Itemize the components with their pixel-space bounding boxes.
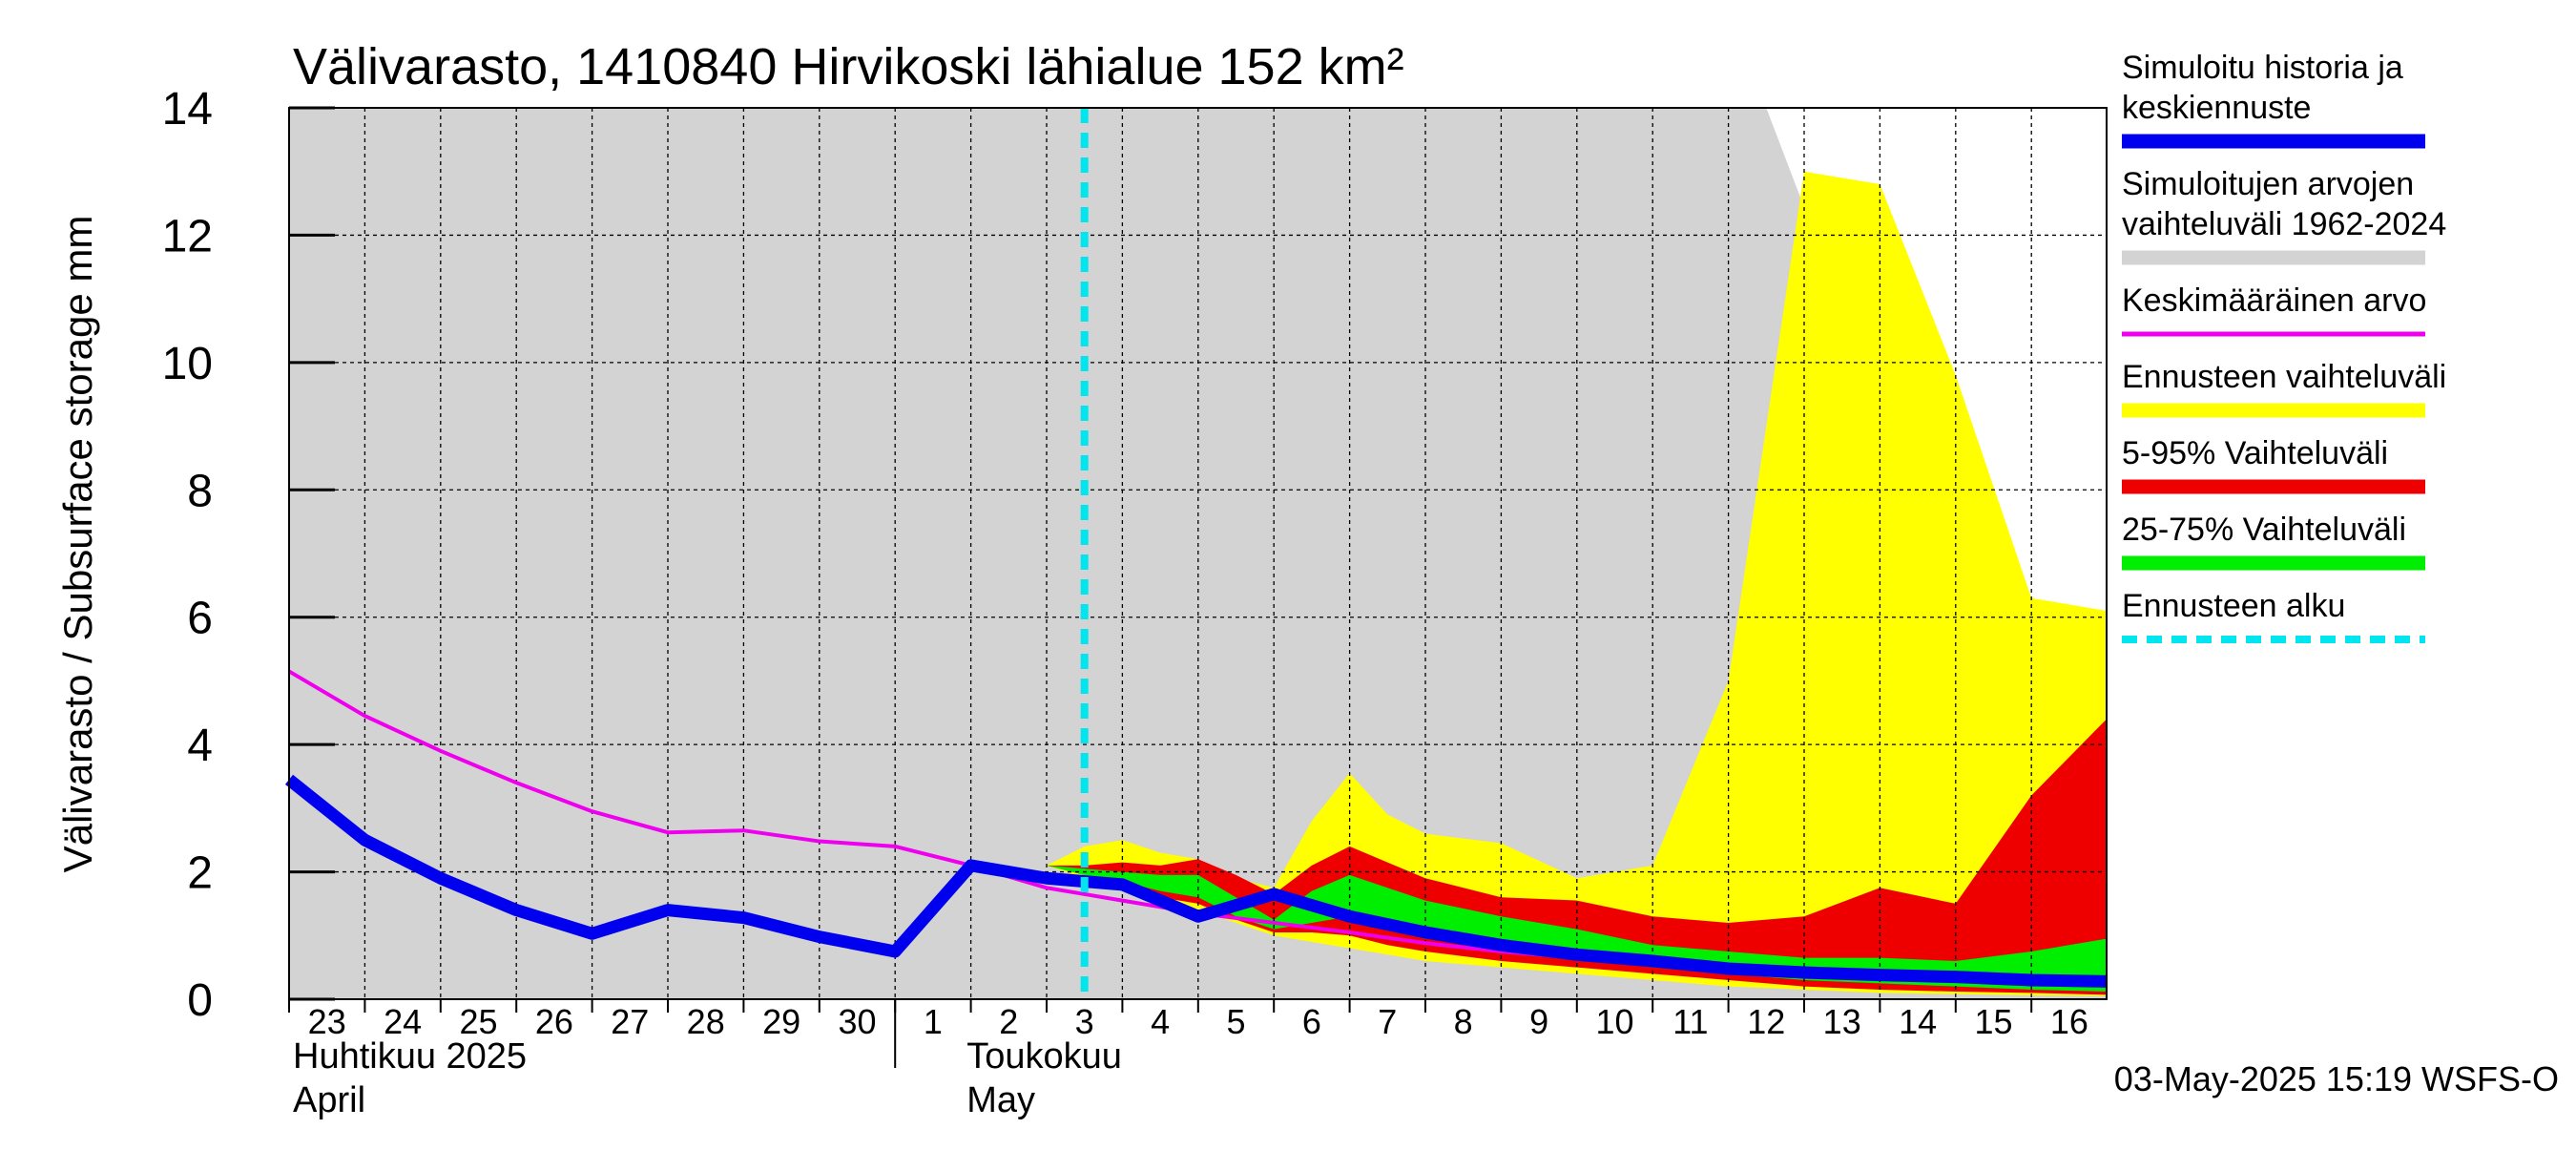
legend: Simuloitu historia ja keskiennuste Simuloi… bbox=[2122, 50, 2446, 643]
x-tick-label: 13 bbox=[1823, 1002, 1861, 1041]
p25-75-band bbox=[1047, 865, 2107, 992]
x-tick-label: 23 bbox=[308, 1002, 346, 1041]
legend-label: Keskimääräinen arvo bbox=[2122, 282, 2426, 319]
x-tick-label: 15 bbox=[1974, 1002, 2012, 1041]
y-tick-label: 12 bbox=[162, 211, 213, 261]
y-axis-label: Välivarasto / Subsurface storage mm bbox=[55, 216, 100, 873]
legend-label: 25-75% Vaihteluväli bbox=[2122, 512, 2406, 548]
y-tick-label: 8 bbox=[187, 466, 213, 516]
y-tick-label: 6 bbox=[187, 594, 213, 644]
x-tick-label: 30 bbox=[838, 1002, 876, 1041]
simulated-median-line bbox=[284, 774, 2108, 988]
x-tick-label: 6 bbox=[1302, 1002, 1321, 1041]
x-tick-label: 7 bbox=[1378, 1002, 1397, 1041]
legend-label: Simuloitujen arvojen bbox=[2122, 166, 2414, 202]
y-tick-label: 0 bbox=[187, 975, 213, 1026]
timestamp: 03-May-2025 15:19 WSFS-O bbox=[2114, 1059, 2559, 1098]
legend-label: Ennusteen vaihteluväli bbox=[2122, 359, 2446, 395]
x-tick-label: 11 bbox=[1672, 1002, 1708, 1041]
x-tick-label: 26 bbox=[535, 1002, 573, 1041]
x-tick-label: 16 bbox=[2050, 1002, 2088, 1041]
x-tick-label: 12 bbox=[1747, 1002, 1785, 1041]
legend-label: Simuloitu historia ja bbox=[2122, 50, 2403, 86]
x-tick-label: 25 bbox=[459, 1002, 497, 1041]
legend-label: 5-95% Vaihteluväli bbox=[2122, 435, 2388, 471]
x-tick-label: 10 bbox=[1595, 1002, 1633, 1041]
plot-area bbox=[284, 107, 2108, 1000]
y-tick-label: 14 bbox=[162, 84, 213, 135]
x-tick-label: 5 bbox=[1226, 1002, 1245, 1041]
legend-label: Ennusteen alku bbox=[2122, 588, 2345, 624]
month-label-en: April bbox=[293, 1080, 365, 1120]
x-tick-label: 9 bbox=[1529, 1002, 1548, 1041]
x-tick-label: 4 bbox=[1151, 1002, 1170, 1041]
x-tick-label: 3 bbox=[1075, 1002, 1094, 1041]
x-tick-label: 27 bbox=[611, 1002, 649, 1041]
x-tick-label: 28 bbox=[687, 1002, 725, 1041]
chart-title: Välivarasto, 1410840 Hirvikoski lähialue… bbox=[293, 38, 1404, 95]
month-label-fi: Huhtikuu 2025 bbox=[293, 1036, 527, 1077]
x-tick-label: 1 bbox=[924, 1002, 943, 1041]
x-tick-label: 2 bbox=[999, 1002, 1018, 1041]
x-tick-label: 24 bbox=[384, 1002, 422, 1041]
x-tick-label: 29 bbox=[762, 1002, 800, 1041]
legend-label: keskiennuste bbox=[2122, 90, 2311, 126]
legend-label: vaihteluväli 1962-2024 bbox=[2122, 206, 2446, 242]
month-label-fi: Toukokuu bbox=[966, 1036, 1122, 1077]
x-tick-label: 14 bbox=[1899, 1002, 1937, 1041]
y-tick-label: 2 bbox=[187, 848, 213, 899]
y-tick-label: 10 bbox=[162, 339, 213, 389]
x-tick-label: 8 bbox=[1454, 1002, 1473, 1041]
y-tick-label: 4 bbox=[187, 721, 213, 771]
month-label-en: May bbox=[966, 1080, 1035, 1120]
forecast-range-band bbox=[1047, 171, 2107, 996]
